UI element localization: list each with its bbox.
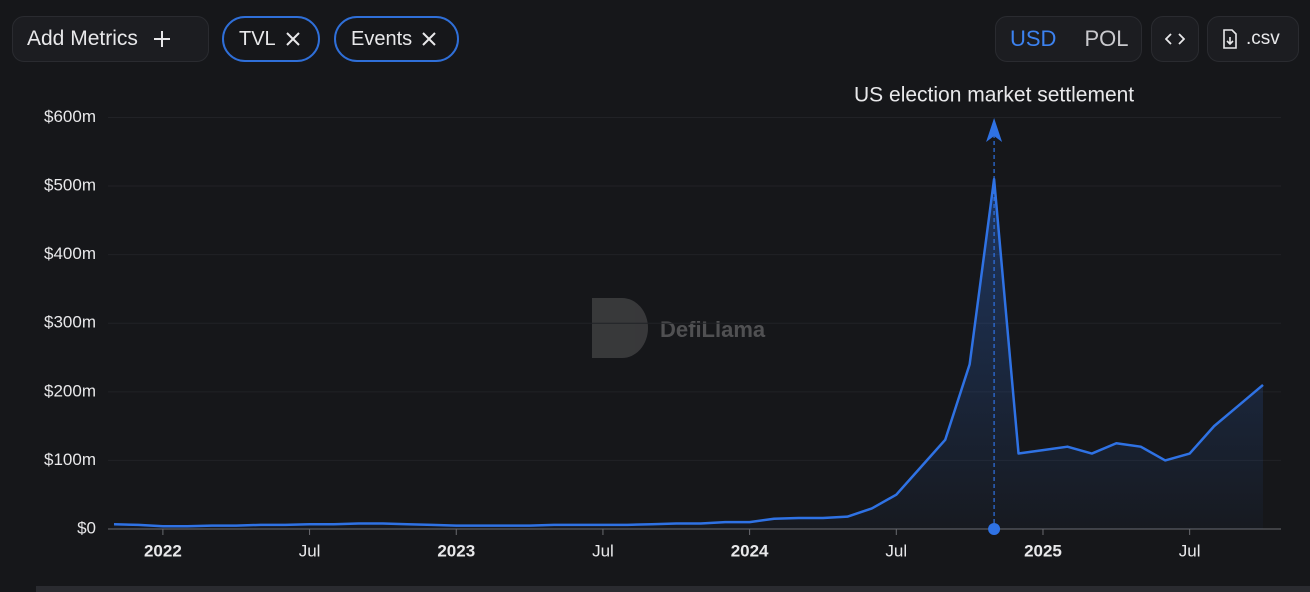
close-icon xyxy=(285,32,300,46)
event-dot xyxy=(988,523,1001,535)
chart: DefiLlama $0 $100m $200m $300m $400m $500m $60… xyxy=(36,84,1310,592)
x-tick-label: 2023 xyxy=(437,541,475,560)
add-metrics-button[interactable]: Add Metrics xyxy=(12,16,209,62)
watermark: DefiLlama xyxy=(592,298,766,358)
currency-option[interactable]: USD xyxy=(1010,26,1057,51)
y-tick-label: $500m xyxy=(44,176,96,195)
line xyxy=(113,177,1264,528)
plus-icon xyxy=(153,31,170,47)
events-chip[interactable]: Events xyxy=(334,16,459,62)
embed-button[interactable] xyxy=(1151,16,1199,62)
y-tick-label: $0 xyxy=(77,518,96,537)
x-tick-label: Jul xyxy=(592,541,614,560)
y-tick-label: $400m xyxy=(44,244,96,263)
x-tick-label: Jul xyxy=(1179,541,1201,560)
y-tick-label: $300m xyxy=(44,313,96,332)
y-tick-label: $600m xyxy=(44,107,96,126)
currency-toggle: USD POL xyxy=(995,16,1142,62)
scroll-bar xyxy=(36,586,1310,592)
close-icon xyxy=(422,32,436,46)
tvl-chip[interactable]: TVL xyxy=(222,16,320,62)
chip-label: Events xyxy=(351,27,413,50)
event-arrow xyxy=(986,118,1003,142)
add-metrics-label: Add Metrics xyxy=(27,27,138,50)
x-tick-label: 2025 xyxy=(1024,541,1062,560)
watermark-text: DefiLlama xyxy=(660,317,766,342)
csv-button[interactable]: .csv xyxy=(1207,16,1299,62)
x-tick-label: Jul xyxy=(299,541,321,560)
x-tick-label: 2022 xyxy=(144,541,182,560)
area-fill xyxy=(114,179,1263,529)
event-label: US election market settlement xyxy=(854,84,1134,107)
currency-option[interactable]: POL xyxy=(1084,26,1129,51)
code-icon xyxy=(1165,33,1185,45)
y-tick-label: $100m xyxy=(44,450,96,469)
file-icon xyxy=(1223,29,1237,49)
csv-label: .csv xyxy=(1246,28,1280,49)
x-tick-label: 2024 xyxy=(731,541,769,560)
y-tick-label: $200m xyxy=(44,381,96,400)
x-tick-label: Jul xyxy=(885,541,907,560)
chip-label: TVL xyxy=(239,27,276,50)
